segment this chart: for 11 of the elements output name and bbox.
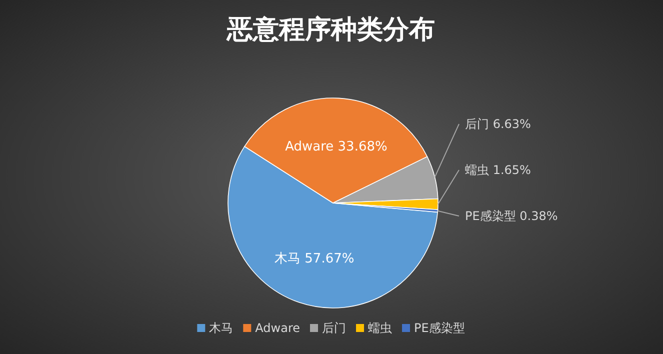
category-label: 木马 57.67% (274, 252, 354, 267)
legend-label: Adware (255, 321, 300, 335)
category-label: 蠕虫 1.65% (465, 163, 531, 177)
chart-title: 恶意程序种类分布 (226, 15, 435, 45)
legend-label: PE感染型 (414, 321, 465, 335)
category-label: 后门 6.63% (465, 117, 531, 131)
category-label: Adware 33.68% (285, 139, 388, 154)
category-label: PE感染型 0.38% (465, 209, 558, 223)
legend-label: 蠕虫 (368, 321, 392, 335)
slice-label: 木马 (209, 321, 234, 335)
legend-label: 后门 (322, 321, 346, 335)
